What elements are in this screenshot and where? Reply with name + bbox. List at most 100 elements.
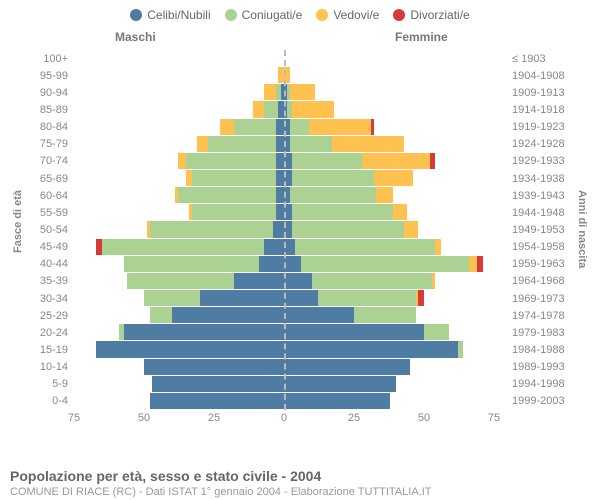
birth-label: 1989-1993 (508, 359, 570, 376)
legend-label: Vedovi/e (333, 8, 379, 22)
male-bar (74, 273, 284, 289)
age-label: 20-24 (30, 324, 72, 341)
female-bar (284, 273, 494, 289)
age-label: 75-79 (30, 136, 72, 153)
segment (284, 307, 354, 323)
segment (284, 359, 410, 375)
segment (432, 273, 435, 289)
segment (253, 101, 264, 117)
birth-label: 1979-1983 (508, 324, 570, 341)
segment (284, 393, 390, 409)
segment (276, 187, 284, 203)
x-tick: 50 (138, 412, 150, 424)
male-bar (74, 221, 284, 237)
legend-label: Celibi/Nubili (147, 8, 210, 22)
birth-label: 1954-1958 (508, 239, 570, 256)
segment (469, 256, 477, 272)
female-bar (284, 136, 494, 152)
female-header: Femmine (395, 30, 448, 44)
male-bar (74, 393, 284, 409)
segment (127, 273, 233, 289)
female-bar (284, 50, 494, 66)
legend-label: Divorziati/e (410, 8, 469, 22)
segment (276, 136, 284, 152)
age-label: 85-89 (30, 101, 72, 118)
male-bar (74, 307, 284, 323)
birth-label: 1984-1988 (508, 341, 570, 358)
segment (424, 324, 449, 340)
age-labels: 100+95-9990-9485-8980-8475-7970-7465-696… (30, 50, 72, 410)
segment (192, 204, 276, 220)
birth-label: 1919-1923 (508, 119, 570, 136)
male-bar (74, 256, 284, 272)
birth-label: 1964-1968 (508, 273, 570, 290)
female-bar (284, 376, 494, 392)
female-bar (284, 359, 494, 375)
segment (292, 153, 362, 169)
segment (371, 119, 374, 135)
age-label: 35-39 (30, 273, 72, 290)
segment (276, 153, 284, 169)
segment (178, 187, 276, 203)
legend-item: Celibi/Nubili (130, 8, 210, 22)
segment (290, 136, 332, 152)
birth-label: 1944-1948 (508, 204, 570, 221)
male-bar (74, 341, 284, 357)
male-bar (74, 50, 284, 66)
male-bar (74, 359, 284, 375)
segment (292, 170, 373, 186)
segment (220, 119, 234, 135)
segment (284, 290, 318, 306)
plot-area (74, 50, 494, 410)
female-bar (284, 307, 494, 323)
age-label: 55-59 (30, 204, 72, 221)
male-bar (74, 170, 284, 186)
female-bar (284, 221, 494, 237)
female-bar (284, 256, 494, 272)
male-bar (74, 136, 284, 152)
segment (150, 393, 284, 409)
segment (292, 221, 404, 237)
male-header: Maschi (115, 30, 156, 44)
age-label: 0-4 (30, 393, 72, 410)
segment (144, 290, 200, 306)
segment (150, 221, 273, 237)
female-bar (284, 341, 494, 357)
segment (374, 170, 413, 186)
segment (309, 119, 371, 135)
female-bar (284, 170, 494, 186)
segment (332, 136, 405, 152)
female-bar (284, 84, 494, 100)
segment (284, 256, 301, 272)
segment (435, 239, 441, 255)
segment (276, 204, 284, 220)
segment (150, 307, 172, 323)
segment (264, 101, 278, 117)
segment (354, 307, 416, 323)
male-bar (74, 67, 284, 83)
birth-label: 1914-1918 (508, 101, 570, 118)
segment (276, 119, 284, 135)
birth-label: 1909-1913 (508, 84, 570, 101)
age-label: 60-64 (30, 187, 72, 204)
birth-label: 1999-2003 (508, 393, 570, 410)
segment (124, 256, 258, 272)
segment (200, 290, 284, 306)
age-label: 10-14 (30, 359, 72, 376)
segment (362, 153, 429, 169)
legend-swatch (225, 9, 237, 21)
segment (186, 153, 276, 169)
male-bar (74, 376, 284, 392)
segment (273, 221, 284, 237)
segment (290, 187, 377, 203)
male-bar (74, 153, 284, 169)
birth-label: 1934-1938 (508, 170, 570, 187)
female-bar (284, 324, 494, 340)
x-tick: 25 (348, 412, 360, 424)
segment (264, 84, 275, 100)
age-label: 50-54 (30, 221, 72, 238)
male-bar (74, 239, 284, 255)
age-label: 5-9 (30, 376, 72, 393)
birth-label: 1924-1928 (508, 136, 570, 153)
female-bar (284, 119, 494, 135)
